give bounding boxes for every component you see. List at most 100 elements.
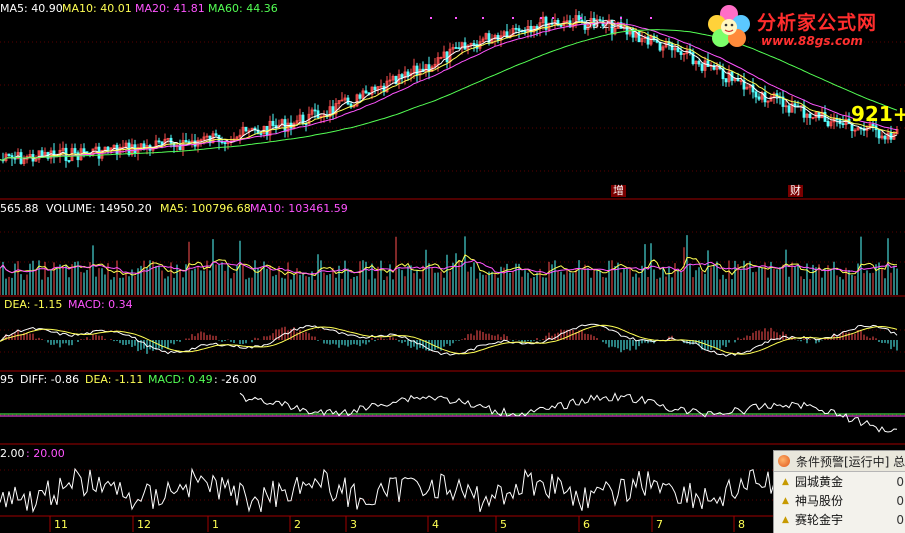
ma5-label: MA5: 40.90	[0, 2, 63, 15]
candle-body	[856, 127, 860, 131]
up-arrow-icon: ▲	[782, 476, 789, 487]
diff-line	[239, 392, 898, 433]
signal-dot	[512, 17, 514, 19]
alert-panel-header[interactable]: 条件预警[运行中] 总	[774, 451, 905, 472]
candle-body	[487, 33, 491, 44]
candle-body	[784, 105, 788, 108]
signal-dot	[620, 17, 622, 19]
candle-body	[52, 150, 56, 157]
candle-body	[613, 28, 617, 35]
diff-extra-label: : -26.00	[214, 373, 257, 386]
signal-dot	[552, 17, 554, 19]
candle-body	[880, 135, 884, 139]
candle-body	[682, 53, 686, 55]
candle-body	[451, 47, 455, 50]
candle-body	[334, 103, 338, 115]
ma20-line	[0, 22, 898, 161]
candle-body	[130, 144, 134, 156]
macd-dea-line	[0, 324, 898, 355]
candle-body	[589, 18, 593, 26]
candle-body	[565, 20, 569, 23]
candle-body	[586, 24, 590, 30]
candle-body	[697, 60, 701, 65]
candle-body	[295, 120, 299, 124]
candle-body	[7, 153, 11, 157]
event-marker-zeng[interactable]: 增	[611, 184, 626, 197]
candle-body	[16, 152, 20, 160]
ma60-line	[0, 29, 898, 161]
candle-body	[238, 134, 242, 138]
candle-body	[661, 46, 665, 51]
candle-body	[766, 100, 770, 103]
candle-body	[433, 63, 437, 68]
candle-body	[481, 38, 485, 43]
month-label: 8	[738, 518, 745, 531]
candle-body	[280, 119, 284, 126]
candle-body	[310, 109, 314, 115]
candle-body	[808, 113, 812, 119]
alert-stock-row[interactable]: ▲ 神马股份 0	[774, 491, 905, 510]
candle-body	[583, 21, 587, 30]
candle-body	[505, 31, 509, 39]
candle-body	[826, 121, 830, 127]
candle-body	[829, 121, 833, 127]
bottom-indicator-line	[0, 467, 898, 514]
candle-body	[361, 90, 365, 99]
macd-value-label: MACD: 0.34	[68, 298, 133, 311]
alert-stock-row[interactable]: ▲ 赛轮金宇 0	[774, 510, 905, 529]
candle-body	[415, 65, 419, 76]
volume-ma-lines	[0, 254, 898, 277]
signal-dot	[430, 17, 432, 19]
candle-body	[454, 47, 458, 49]
candle-body	[199, 139, 203, 142]
candle-body	[577, 15, 581, 21]
candle-body	[724, 78, 728, 83]
logo-url[interactable]: www.88gs.com	[761, 34, 863, 48]
candle-body	[457, 47, 461, 50]
condition-alert-panel[interactable]: 条件预警[运行中] 总 ▲ 园城黄金 0 ▲ 神马股份 0 ▲ 赛轮金宇 0	[773, 450, 905, 533]
candle-body	[700, 63, 704, 71]
candle-body	[82, 148, 86, 153]
candle-body	[637, 31, 641, 43]
candle-body	[226, 142, 230, 145]
volume-label: VOLUME: 14950.20	[46, 202, 152, 215]
alert-stock-row[interactable]: ▲ 园城黄金 0	[774, 472, 905, 491]
candle-body	[259, 133, 263, 135]
candle-body	[460, 42, 464, 49]
candle-body	[271, 120, 275, 126]
signal-dot	[455, 17, 457, 19]
volume-left-value: 565.88	[0, 202, 39, 215]
candle-body	[202, 136, 206, 141]
candle-body	[298, 114, 302, 122]
candle-body	[673, 47, 677, 51]
bottom-extra-label: : 20.00	[26, 447, 65, 460]
candle-body	[691, 52, 695, 65]
candle-body	[793, 103, 797, 107]
candle-body	[166, 137, 170, 140]
volume-ma10-line	[0, 259, 898, 275]
alert-stock-value: 0	[896, 512, 904, 527]
candle-body	[442, 51, 446, 58]
candle-body	[100, 150, 104, 159]
candle-body	[61, 147, 65, 151]
candle-body	[757, 96, 761, 100]
month-label: 6	[583, 518, 590, 531]
candle-body	[214, 133, 218, 136]
candle-body	[373, 86, 377, 91]
candle-body	[388, 79, 392, 82]
candle-body	[13, 157, 17, 160]
month-label: 7	[656, 518, 663, 531]
logo-title: 分析家公式网	[757, 12, 878, 34]
candle-body	[502, 31, 506, 37]
bottom-indicator-path	[0, 467, 898, 514]
candle-body	[235, 136, 239, 140]
candle-body	[445, 51, 449, 63]
candle-body	[649, 35, 653, 45]
candle-body	[391, 75, 395, 81]
candle-body	[223, 142, 227, 145]
macd-diff-line	[0, 323, 898, 357]
candle-body	[883, 135, 887, 140]
event-marker-cai[interactable]: 财	[788, 184, 803, 197]
diff-dea-label: DEA: -1.11	[85, 373, 144, 386]
